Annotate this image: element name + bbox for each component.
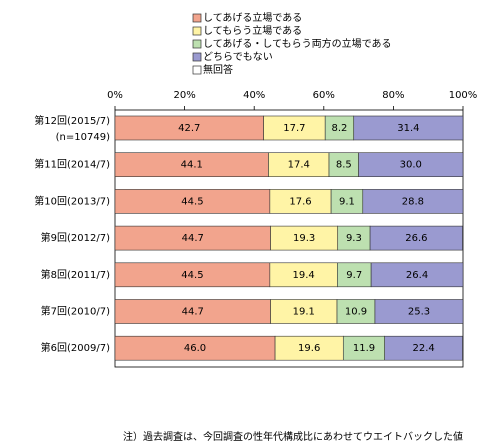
data-label: 28.8 <box>402 196 424 207</box>
bar-segment <box>337 225 371 251</box>
bar-segment <box>114 225 271 251</box>
data-label: 8.5 <box>336 160 352 171</box>
bar-segment <box>353 115 464 141</box>
data-label: 19.6 <box>298 343 320 354</box>
x-tick-label: 80% <box>382 90 404 101</box>
data-label: 44.7 <box>182 307 204 318</box>
data-label: 19.1 <box>293 307 315 318</box>
bar-segment <box>114 335 276 361</box>
data-label: 10.9 <box>345 307 367 318</box>
bar-segment <box>358 152 464 177</box>
legend-label: してもらう立場である <box>203 24 302 37</box>
bar-segment <box>269 262 338 288</box>
bar-segment <box>370 262 464 288</box>
data-label: 26.6 <box>405 233 427 244</box>
bar-segment <box>374 299 464 324</box>
data-label: 30.0 <box>400 160 422 171</box>
data-label: 22.4 <box>413 343 435 354</box>
data-label: 44.7 <box>182 233 204 244</box>
bar-segment <box>330 189 364 214</box>
y-tick-label: 第6回(2009/7) <box>41 341 110 354</box>
data-label: 44.5 <box>181 270 203 281</box>
x-tick-label: 0% <box>107 90 123 101</box>
y-tick-label: 第8回(2011/7) <box>41 268 110 281</box>
bar-segment <box>270 299 338 324</box>
data-label: 17.4 <box>288 160 310 171</box>
data-label: 8.2 <box>332 123 348 134</box>
data-label: 19.3 <box>293 233 315 244</box>
bar-segment <box>328 152 359 177</box>
legend-label: してあげる立場である <box>203 11 302 24</box>
data-label: 17.6 <box>289 196 311 207</box>
data-label: 25.3 <box>408 307 430 318</box>
legend-swatch <box>192 65 202 75</box>
bar-segment <box>270 225 339 251</box>
y-tick-label: 第9回(2012/7) <box>41 231 110 244</box>
bar-segment <box>384 335 463 361</box>
data-label: 44.5 <box>181 196 203 207</box>
data-label: 17.7 <box>283 123 305 134</box>
bar-segment <box>114 189 271 214</box>
data-label: 19.4 <box>292 270 314 281</box>
data-label: 44.1 <box>181 160 203 171</box>
x-tick-label: 60% <box>313 90 335 101</box>
legend-swatch <box>192 13 202 23</box>
y-tick-label: 第12回(2015/7) <box>34 114 110 127</box>
bar-segment <box>324 115 355 141</box>
data-label: 31.4 <box>397 123 419 134</box>
x-tick-label: 40% <box>243 90 265 101</box>
data-label: 46.0 <box>184 343 206 354</box>
bar-segment <box>114 115 264 141</box>
legend-swatch <box>192 52 202 62</box>
data-label: 26.4 <box>406 270 428 281</box>
legend-label: 無回答 <box>203 63 233 76</box>
y-tick-label: 第10回(2013/7) <box>34 194 110 207</box>
y-tick-label: 第7回(2010/7) <box>41 305 110 318</box>
bar-segment <box>369 225 463 251</box>
x-tick-label: 20% <box>173 90 195 101</box>
bar-segment <box>263 115 326 141</box>
bar-segment <box>114 152 269 177</box>
y-tick-label: 第11回(2014/7) <box>34 158 110 171</box>
footnote: 注）過去調査は、今回調査の性年代構成比にあわせてウエイトバックした値 <box>123 430 463 443</box>
sample-size-label: (n=10749) <box>56 132 110 143</box>
data-label: 9.1 <box>339 196 355 207</box>
bar-segment <box>336 299 376 324</box>
data-label: 9.7 <box>346 270 362 281</box>
bar-segment <box>114 262 271 288</box>
legend-swatch <box>192 26 202 36</box>
legend-label: どちらでもない <box>203 51 273 63</box>
data-label: 11.9 <box>353 343 375 354</box>
bar-segment <box>114 299 271 324</box>
bar-segment <box>362 189 464 214</box>
bar-segment <box>269 189 332 214</box>
x-tick-label: 100% <box>449 90 478 101</box>
data-label: 42.7 <box>178 123 200 134</box>
data-label: 9.3 <box>346 233 362 244</box>
legend-swatch <box>192 39 202 49</box>
legend-label: してあげる・してもらう両方の立場である <box>203 37 392 50</box>
